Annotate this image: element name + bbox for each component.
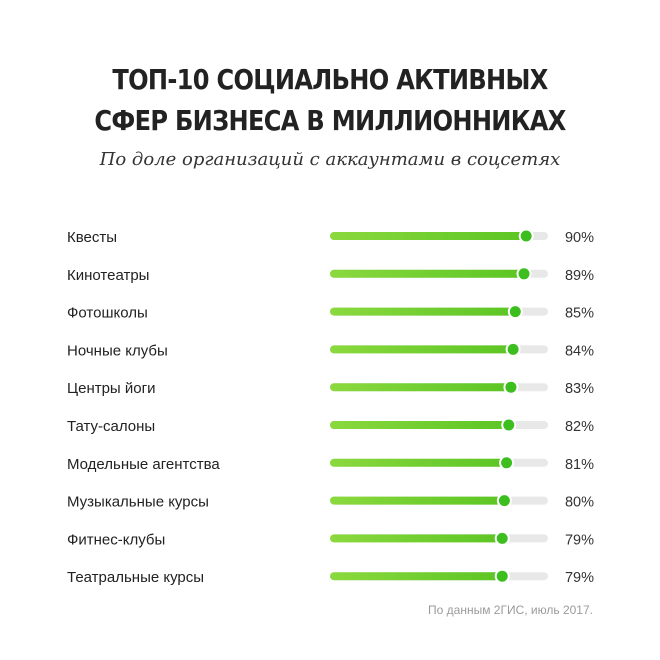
bar-end-dot <box>503 419 515 431</box>
bar <box>330 307 516 316</box>
bar-end-dot <box>518 268 530 280</box>
value-label: 79% <box>565 570 594 586</box>
bar-end-dot <box>520 230 532 242</box>
category-label: Тату-салоны <box>67 418 155 435</box>
chart-title-line-1: ТОП-10 СОЦИАЛЬНО АКТИВНЫХ <box>112 63 548 96</box>
source-note: По данным 2ГИС, июль 2017. <box>428 603 593 617</box>
bar <box>330 572 503 581</box>
bar-end-dot <box>505 381 517 393</box>
value-label: 84% <box>565 343 594 359</box>
bar <box>330 383 511 392</box>
bar <box>330 534 503 543</box>
category-label: Квесты <box>67 229 117 246</box>
bar-end-dot <box>501 457 513 469</box>
bar-end-dot <box>509 306 521 318</box>
value-label: 79% <box>565 532 594 548</box>
value-label: 80% <box>565 495 594 511</box>
bar-end-dot <box>507 343 519 355</box>
value-label: 90% <box>565 230 594 246</box>
chart-subtitle: По доле организаций с аккаунтами в соцсе… <box>99 149 561 170</box>
bar-end-dot <box>496 532 508 544</box>
category-label: Театральные курсы <box>67 569 204 586</box>
value-label: 89% <box>565 268 594 284</box>
bar-end-dot <box>496 570 508 582</box>
bar <box>330 496 505 505</box>
category-label: Центры йоги <box>67 380 155 397</box>
value-label: 83% <box>565 381 594 397</box>
value-label: 82% <box>565 419 594 435</box>
category-label: Фотошколы <box>67 305 148 322</box>
category-label: Кинотеатры <box>67 267 149 284</box>
category-label: Фитнес-клубы <box>67 531 165 548</box>
chart-title-line-2: СФЕР БИЗНЕСА В МИЛЛИОННИКАХ <box>94 104 566 137</box>
bar <box>330 232 527 240</box>
value-label: 85% <box>565 306 594 322</box>
category-label: Музыкальные курсы <box>67 494 209 511</box>
bar <box>330 345 514 354</box>
category-label: Ночные клубы <box>67 342 168 359</box>
value-label: 81% <box>565 457 594 473</box>
bar <box>330 269 525 278</box>
bar-end-dot <box>498 495 510 507</box>
bar <box>330 421 509 429</box>
bar <box>330 458 507 467</box>
category-label: Модельные агентства <box>67 456 220 473</box>
